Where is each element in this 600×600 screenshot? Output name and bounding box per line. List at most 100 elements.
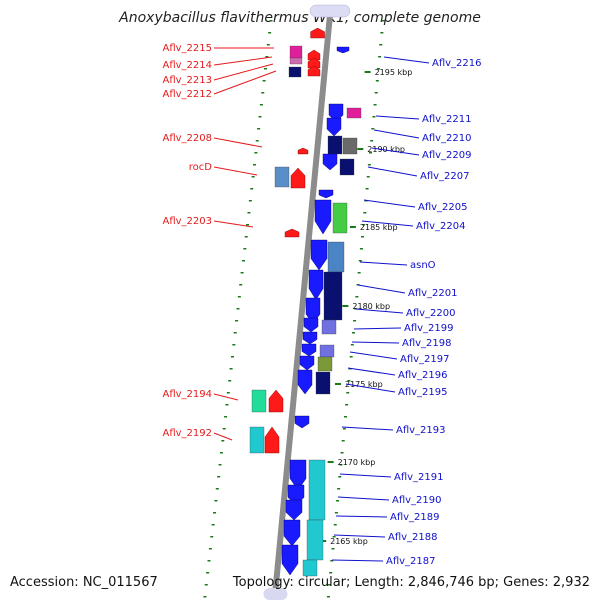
rail-tick-left <box>251 176 255 178</box>
right-gene-label[interactable]: Aflv_2196 <box>398 370 448 381</box>
gene-box <box>346 107 362 119</box>
rail-tick-left <box>250 188 254 190</box>
rail-tick-right <box>337 488 341 490</box>
rail-tick-left <box>269 20 273 22</box>
right-leader-line <box>371 147 420 156</box>
left-gene-label[interactable]: Aflv_2212 <box>162 89 212 100</box>
rail-tick-left <box>203 596 207 598</box>
right-gene-label[interactable]: Aflv_2190 <box>392 495 442 506</box>
right-gene-label[interactable]: Aflv_2198 <box>402 338 452 349</box>
rail-tick-left <box>214 500 218 502</box>
rail-tick-left <box>221 440 225 442</box>
gene-arrow-down <box>301 343 317 357</box>
right-gene-label[interactable]: Aflv_2187 <box>386 556 436 567</box>
right-gene-label[interactable]: Aflv_2216 <box>432 58 482 69</box>
right-gene-label[interactable]: Aflv_2188 <box>388 532 438 543</box>
kbp-tick <box>357 148 364 150</box>
right-gene-label[interactable]: Aflv_2199 <box>404 323 454 334</box>
left-leader-line <box>213 63 274 81</box>
rail-tick-left <box>259 104 263 106</box>
gene-arrow-down <box>314 199 332 235</box>
left-gene-label[interactable]: Aflv_2215 <box>162 43 212 54</box>
rail-tick-left <box>248 200 252 202</box>
right-leader-line <box>345 383 396 393</box>
rail-tick-left <box>222 428 226 430</box>
gene-arrow-down <box>336 46 350 54</box>
rail-tick-right <box>376 68 380 70</box>
right-gene-label[interactable]: Aflv_2197 <box>400 354 450 365</box>
gene-arrow-down <box>285 499 303 521</box>
rail-tick-left <box>219 452 223 454</box>
right-leader-line <box>349 351 398 360</box>
rail-tick-right <box>381 20 385 22</box>
rail-tick-left <box>233 332 237 334</box>
right-gene-label[interactable]: Aflv_2193 <box>396 425 446 436</box>
rail-tick-right <box>365 188 369 190</box>
rail-tick-right <box>354 308 358 310</box>
rail-tick-right <box>326 596 330 598</box>
gene-arrow-down <box>326 117 342 137</box>
rail-tick-right <box>353 320 357 322</box>
gene-arrow-down <box>294 415 310 429</box>
gene-box <box>308 459 326 521</box>
rail-tick-right <box>341 440 345 442</box>
rail-tick-right <box>332 536 336 538</box>
left-gene-label[interactable]: Aflv_2214 <box>162 60 212 71</box>
right-gene-label[interactable]: Aflv_2189 <box>390 512 440 523</box>
gene-box <box>251 389 267 413</box>
rail-tick-right <box>350 344 354 346</box>
right-gene-label[interactable]: Aflv_2201 <box>408 288 458 299</box>
right-gene-label[interactable]: Aflv_2200 <box>406 308 456 319</box>
left-gene-label[interactable]: Aflv_2213 <box>162 75 212 86</box>
rail-tick-right <box>346 392 350 394</box>
kbp-tick <box>335 383 342 385</box>
topology-text: Topology: circular; Length: 2,846,746 bp… <box>232 575 590 590</box>
rail-tick-right <box>356 284 360 286</box>
right-gene-label[interactable]: Aflv_2191 <box>394 472 444 483</box>
right-gene-label[interactable]: asnO <box>410 260 436 271</box>
kbp-label: 2180 kbp <box>352 302 390 311</box>
gene-box <box>339 158 355 176</box>
rail-tick-right <box>355 296 359 298</box>
gene-box <box>327 241 345 273</box>
right-leader-line <box>341 426 394 431</box>
rail-tick-right <box>373 104 377 106</box>
left-gene-label[interactable]: Aflv_2194 <box>162 389 212 400</box>
left-gene-label[interactable]: Aflv_2203 <box>162 216 212 227</box>
backbone-bottom-cap <box>263 588 288 600</box>
gene-arrow-down <box>289 459 307 491</box>
right-gene-label[interactable]: Aflv_2211 <box>422 114 472 125</box>
right-leader-line <box>337 496 390 501</box>
kbp-tick <box>349 226 356 228</box>
left-gene-label[interactable]: rocD <box>189 162 213 173</box>
gene-box <box>315 371 331 395</box>
rail-tick-right <box>343 416 347 418</box>
right-gene-label[interactable]: Aflv_2205 <box>418 202 468 213</box>
left-leader-line <box>213 432 233 441</box>
rail-tick-left <box>229 368 233 370</box>
gene-box <box>317 356 333 372</box>
right-gene-label[interactable]: Aflv_2195 <box>398 387 448 398</box>
right-gene-label[interactable]: Aflv_2209 <box>422 150 472 161</box>
right-gene-label[interactable]: Aflv_2210 <box>422 133 472 144</box>
left-leader-line <box>213 220 254 228</box>
rail-tick-right <box>328 584 332 586</box>
right-leader-line <box>363 199 416 208</box>
right-gene-label[interactable]: Aflv_2207 <box>420 171 470 182</box>
left-leader-line <box>213 166 258 176</box>
right-gene-label[interactable]: Aflv_2204 <box>416 221 466 232</box>
rail-tick-right <box>339 464 343 466</box>
rail-tick-left <box>266 44 270 46</box>
rail-tick-left <box>210 536 214 538</box>
right-leader-line <box>361 220 414 227</box>
left-gene-label[interactable]: Aflv_2208 <box>162 133 212 144</box>
right-leader-line <box>373 129 420 139</box>
gene-box <box>319 344 335 358</box>
kbp-tick <box>327 461 334 463</box>
left-gene-label[interactable]: Aflv_2192 <box>162 428 212 439</box>
rail-tick-left <box>217 476 221 478</box>
rail-tick-right <box>329 572 333 574</box>
right-leader-line <box>355 308 404 314</box>
rail-tick-right <box>361 236 365 238</box>
right-leader-line <box>357 284 406 294</box>
